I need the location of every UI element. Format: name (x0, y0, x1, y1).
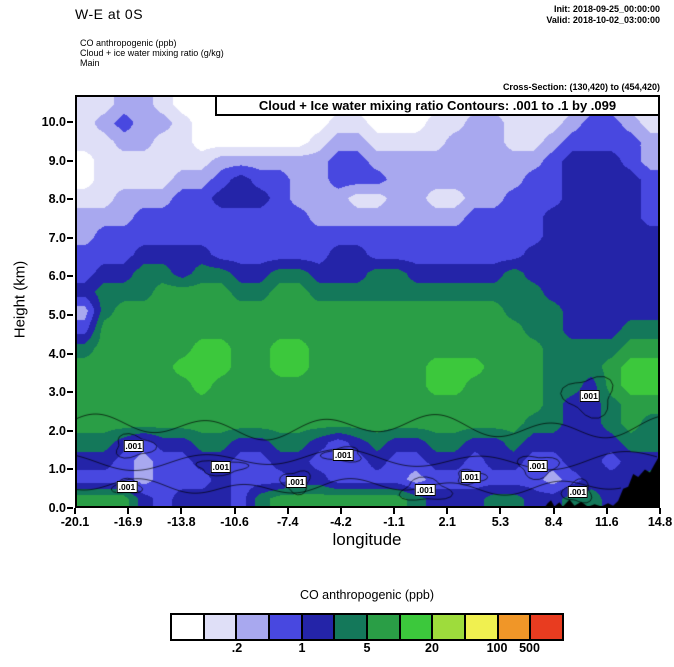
y-axis-tick-label: 1.0 (48, 462, 66, 477)
colorbar-cell (466, 615, 499, 639)
cloud-contour-value-label: .001 (460, 471, 481, 484)
y-axis-tick-label: 3.0 (48, 385, 66, 400)
x-axis-tick-label: -10.6 (220, 515, 249, 529)
x-axis-tick-label: -7.4 (276, 515, 299, 529)
y-axis-tick-label: 8.0 (48, 192, 66, 207)
colorbar-cell (368, 615, 401, 639)
colorbar-cell (498, 615, 532, 639)
colorbar-cell (531, 615, 563, 639)
x-axis-tick-label: -1.1 (383, 515, 405, 529)
x-axis-tick-label: -13.8 (167, 515, 196, 529)
y-axis-label: Height (km) (11, 260, 29, 339)
colorbar-title: CO anthropogenic (ppb) (299, 588, 435, 602)
y-axis-tick-label: 2.0 (48, 423, 66, 438)
cloud-contour-value-label: .001 (579, 390, 600, 403)
colorbar-tick-label: 5 (363, 641, 371, 655)
x-axis-tick-label: 14.8 (647, 515, 673, 529)
page-title: W-E at 0S (75, 6, 144, 22)
y-axis-tick (67, 198, 73, 201)
x-axis-tick-label: 5.3 (491, 515, 510, 529)
cloud-contour-value-label: .001 (567, 485, 589, 498)
x-axis-tick (286, 508, 289, 514)
cloud-contour-value-label: .001 (415, 484, 436, 497)
y-axis-tick (67, 391, 73, 394)
x-axis-tick (499, 508, 502, 514)
y-axis-tick (67, 236, 73, 239)
y-axis-tick-label: 10.0 (41, 115, 66, 130)
field-label-cloud-ice: Cloud + ice water mixing ratio (g/kg) (80, 48, 224, 58)
y-axis-tick (67, 314, 73, 316)
init-timestamp: Init: 2018-09-25_00:00:00 (553, 4, 660, 14)
x-axis-label: longitude (332, 530, 402, 549)
field-label-domain: Main (80, 58, 100, 68)
colorbar-cell (400, 615, 434, 639)
y-axis-tick (67, 121, 73, 124)
colorbar-cell (204, 615, 238, 639)
x-axis-tick-label: 11.6 (594, 515, 619, 529)
x-axis-tick-label: -4.2 (330, 515, 352, 529)
cloud-contour-value-label: .001 (527, 460, 548, 473)
x-axis-tick (393, 508, 396, 514)
y-axis-tick-label: 9.0 (48, 153, 66, 168)
colorbar-cell (433, 615, 467, 639)
contour-interval-title: Cloud + Ice water mixing ratio Contours:… (215, 95, 660, 116)
x-axis-tick-label: 2.1 (438, 515, 456, 529)
x-axis-tick (233, 508, 236, 514)
colorbar-cell (237, 615, 271, 639)
colorbar-tick-label: 1 (298, 641, 306, 655)
colorbar (170, 613, 564, 641)
cloud-contour-value-label: .001 (285, 475, 307, 488)
x-axis-tick (74, 508, 76, 514)
y-axis-tick-label: 6.0 (48, 269, 66, 284)
colorbar-cell (302, 615, 336, 639)
y-axis-tick-label: 7.0 (48, 230, 66, 245)
x-axis-tick (605, 508, 608, 514)
colorbar-cell (335, 615, 369, 639)
y-axis-tick (67, 429, 73, 432)
colorbar-tick-label: 100 (486, 641, 508, 655)
cloud-contour-value-label: .001 (332, 448, 354, 461)
field-label-co: CO anthropogenic (ppb) (80, 38, 177, 48)
x-axis-tick (127, 508, 130, 514)
y-axis-tick-label: 0.0 (48, 501, 66, 515)
x-axis-tick-label: 8.4 (544, 515, 563, 529)
x-axis-tick (339, 508, 342, 514)
colorbar-tick-label: 500 (519, 641, 540, 655)
y-axis-tick (67, 352, 73, 355)
x-axis-tick-label: -16.9 (113, 515, 143, 529)
cloud-contour-value-label: .001 (116, 480, 138, 493)
x-axis-tick (180, 508, 183, 514)
colorbar-cell (172, 615, 205, 639)
y-axis-tick (67, 507, 73, 509)
colorbar-tick-label: 20 (425, 641, 439, 655)
cross-section-coords: Cross-Section: (130,420) to (454,420) (502, 82, 660, 92)
contour-field-canvas (75, 95, 660, 508)
y-axis-tick (67, 159, 73, 162)
cloud-contour-value-label: .001 (210, 461, 232, 474)
y-axis-tick-label: 5.0 (48, 308, 66, 322)
x-axis-tick (552, 508, 555, 514)
colorbar-tick-label: .2 (231, 641, 243, 655)
y-axis-tick-label: 4.0 (48, 346, 66, 361)
cloud-contour-value-label: .001 (123, 440, 144, 453)
y-axis-tick (67, 275, 73, 278)
colorbar-cell (270, 615, 303, 639)
y-axis-tick (67, 468, 73, 471)
x-axis-tick (659, 508, 661, 514)
x-axis-tick-label: -20.1 (60, 515, 90, 529)
valid-timestamp: Valid: 2018-10-02_03:00:00 (546, 15, 660, 25)
x-axis-tick (446, 508, 449, 514)
